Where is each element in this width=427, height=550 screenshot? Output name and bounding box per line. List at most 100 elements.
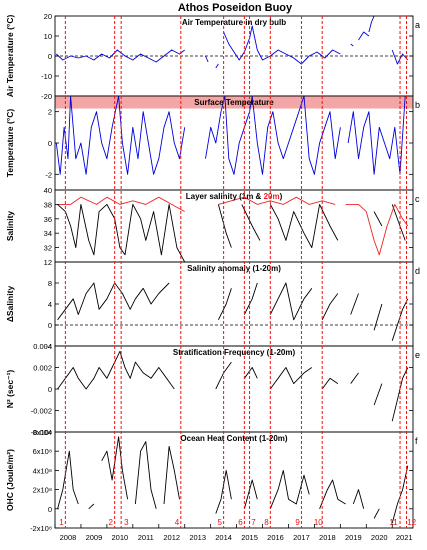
series-line-s0 xyxy=(243,282,258,315)
series-line-s0 xyxy=(321,377,339,390)
x-tick-label: 2009 xyxy=(86,533,103,542)
event-label: 3 xyxy=(124,518,129,527)
series-line-s0 xyxy=(373,303,383,331)
series-line-s0 xyxy=(217,288,232,320)
series-line-s0 xyxy=(391,298,409,341)
event-label: 10 xyxy=(314,518,323,527)
y-tick-label: -0.004 xyxy=(31,428,52,437)
series-line-s0 xyxy=(215,469,232,514)
x-tick-label: 2015 xyxy=(241,533,258,542)
y-tick-label: 0.004 xyxy=(33,342,52,351)
panel-frame xyxy=(54,261,414,347)
panel-title: Ocean Heat Content (1-20m) xyxy=(180,434,287,443)
x-tick-label: 2020 xyxy=(371,533,388,542)
event-label: 4 xyxy=(175,518,180,527)
x-axis: 2008 2009 2010 2011 2012 2013 2014 2015 2016 2017… xyxy=(54,524,413,542)
series-line-s0 xyxy=(269,367,313,390)
series-line-s0 xyxy=(244,367,258,379)
y-tick-label: 6x10⁸ xyxy=(33,447,52,456)
event-label: 11 xyxy=(389,518,398,527)
panel-title-part: 20m xyxy=(264,192,280,201)
series-line-1m xyxy=(57,203,186,263)
panel-title: Salinity anomaly (1-20m) xyxy=(187,264,281,273)
y-tick-label: -2 xyxy=(45,170,52,179)
y-tick-label: 36 xyxy=(44,215,52,224)
x-tick-label: 2018 xyxy=(319,533,336,542)
panel-title: Air Temperature in dry bulb xyxy=(182,18,286,27)
series-line-s0 xyxy=(57,450,79,509)
panel-title-part: Layer salinity (1m & xyxy=(186,192,264,201)
panel-letter: b xyxy=(415,100,420,110)
series-line-s0 xyxy=(391,367,409,422)
series-line-s0 xyxy=(134,441,157,509)
x-tick-label: 2014 xyxy=(215,533,232,542)
event-label: 7 xyxy=(251,518,256,527)
series-line-20m xyxy=(57,196,185,212)
panel-frame xyxy=(54,431,414,529)
x-tick-label: 2012 xyxy=(163,533,180,542)
y-tick-label: 34 xyxy=(44,229,52,238)
series-line-s0 xyxy=(350,43,354,47)
y-tick-label: 4x10⁸ xyxy=(33,466,52,475)
series-line-s0 xyxy=(57,350,175,390)
y-tick-label: -10 xyxy=(41,72,52,81)
panel-title: Layer salinity (1m & 20m) xyxy=(186,192,283,201)
event-label: 5 xyxy=(218,518,223,527)
panel-a: -20 -10 0 10 20 Air Temperature in dry bulb a A… xyxy=(5,12,420,101)
series-line-s0 xyxy=(391,465,409,524)
series-line-1m xyxy=(241,204,261,241)
series-line-s0 xyxy=(358,31,370,41)
series-line-s0 xyxy=(352,489,365,509)
panel-c: 32 34 36 38 40 Layer salinity (1m & 20m) c Sali… xyxy=(5,186,420,263)
y-axis-label: Salinity xyxy=(5,211,15,242)
event-label: 1 xyxy=(59,518,64,527)
panel-d: -4 0 4 8 12 Salinity anomaly (1-20m) d ΔSalinit… xyxy=(5,258,420,351)
y-tick-label: 2 xyxy=(48,108,52,117)
x-tick-label: 2008 xyxy=(60,533,77,542)
series-line-s0 xyxy=(368,15,375,33)
series-line-1m xyxy=(373,211,383,227)
series-line-s0 xyxy=(205,95,341,175)
panel-f: -2x10⁸ 0 2x10⁸ 4x10⁸ 6x10⁸ 8x10⁸ Ocean Heat Co… xyxy=(5,428,418,533)
figure-title: Athos Poseidon Buoy xyxy=(178,2,293,14)
y-tick-label: 0 xyxy=(48,52,52,61)
y-tick-label: 32 xyxy=(44,244,52,253)
series-line-1m xyxy=(217,204,232,248)
series-line-s0 xyxy=(347,95,406,175)
series-line-s0 xyxy=(350,372,359,384)
y-tick-label: 0 xyxy=(48,505,52,514)
series-line-s0 xyxy=(256,49,341,65)
panel-frame xyxy=(54,345,414,433)
panel-title: Stratification Frequency (1-20m) xyxy=(173,348,296,357)
x-tick-label: 2016 xyxy=(267,533,284,542)
y-axis-label: Temperature (°C) xyxy=(5,109,15,178)
y-tick-label: 0 xyxy=(48,139,52,148)
y-tick-label: 20 xyxy=(44,12,52,21)
y-axis-label: ΔSalinity xyxy=(5,286,15,323)
series-line-s0 xyxy=(163,445,180,505)
x-tick-label: 2011 xyxy=(138,533,154,542)
event-label: 8 xyxy=(264,518,269,527)
y-tick-label: -20 xyxy=(41,92,52,101)
event-label: 2 xyxy=(109,518,114,527)
series-line-s0 xyxy=(350,293,359,315)
y-axis-label: N² (sec⁻¹) xyxy=(5,370,15,409)
y-axis-label: Air Temperature (°C) xyxy=(5,15,15,98)
series-line-20m xyxy=(345,203,409,256)
series-line-s0 xyxy=(223,25,258,61)
series-line-s0 xyxy=(243,479,258,509)
y-tick-label: 0.002 xyxy=(33,364,52,373)
x-tick-label: 2013 xyxy=(189,533,206,542)
y-axis-label: OHC (Joule/m²) xyxy=(5,449,15,511)
y-tick-label: 0 xyxy=(48,385,52,394)
y-tick-label: 4 xyxy=(48,300,52,309)
y-tick-label: 12 xyxy=(44,258,52,267)
x-tick-label: 2021 xyxy=(396,533,413,542)
series-line-s0 xyxy=(205,55,209,63)
series-line-s0 xyxy=(101,436,129,500)
panel-title-part: ) xyxy=(280,192,283,201)
y-tick-label: 10 xyxy=(44,32,52,41)
panel-letter: a xyxy=(415,20,420,30)
panel-letter: e xyxy=(415,350,420,360)
